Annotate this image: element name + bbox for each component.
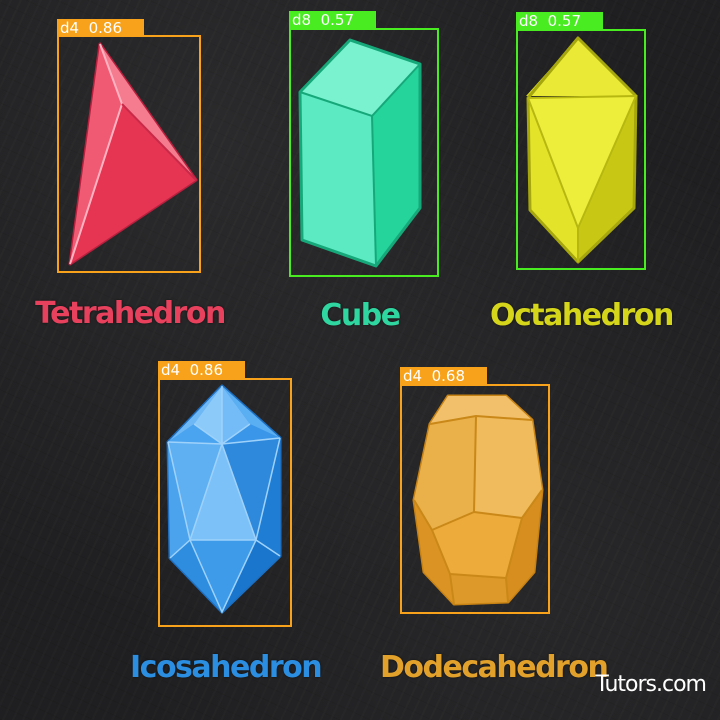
detection-box-icosahedron [158, 378, 292, 627]
label-dodecahedron: Dodecahedron [380, 650, 609, 685]
label-cube: Cube [320, 298, 401, 333]
detection-box-cube [289, 28, 439, 277]
detection-tag-cube: d8 0.57 [289, 11, 376, 29]
tetrahedron-shape [68, 42, 198, 266]
detection-tag-tetrahedron: d4 0.86 [57, 19, 144, 37]
tutors-logo: Tutors.com [595, 672, 707, 697]
label-octahedron: Octahedron [490, 298, 674, 333]
detection-tag-octahedron: d8 0.57 [516, 12, 603, 30]
detection-tag-dodecahedron: d4 0.68 [400, 367, 487, 385]
label-icosahedron: Icosahedron [130, 650, 323, 685]
octahedron-shape [526, 36, 638, 264]
detection-box-dodecahedron [400, 384, 550, 614]
dodecahedron-shape [412, 394, 544, 606]
detection-box-octahedron [516, 29, 646, 270]
detection-tag-icosahedron: d4 0.86 [158, 361, 245, 379]
cube-shape [298, 38, 422, 268]
icosahedron-shape [166, 384, 282, 614]
label-tetrahedron: Tetrahedron [35, 296, 226, 331]
detection-box-tetrahedron [57, 35, 201, 273]
